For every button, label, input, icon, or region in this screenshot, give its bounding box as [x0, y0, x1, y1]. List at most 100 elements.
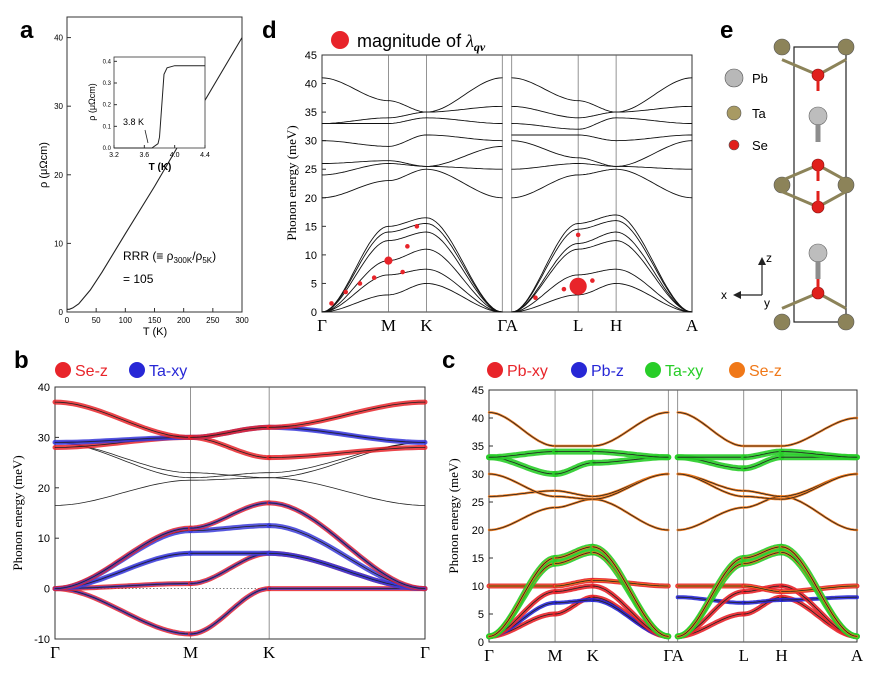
panel-e-z-arrowhead — [758, 257, 766, 265]
panel-d-lambda-marker — [384, 256, 393, 265]
panel-b-frame — [54, 386, 426, 640]
panel-d-band-2 — [511, 248, 579, 313]
panel-c-ytick-label: 20 — [472, 525, 484, 537]
panel-d-band-8 — [577, 157, 617, 167]
panel-d-band-1 — [615, 268, 693, 313]
panel-a-xtick-label: 100 — [119, 316, 133, 325]
panel-a-inset-ytick-label: 0.3 — [103, 81, 112, 87]
panel-d-lambda-marker — [533, 295, 538, 301]
panel-c-band-3 — [592, 580, 669, 587]
panel-d-band-8 — [425, 145, 503, 167]
panel-d-band-0 — [387, 282, 427, 296]
panel-d-band-9 — [321, 140, 389, 147]
panel-c-band-8 — [554, 496, 594, 500]
panel-a-inset-yticks: 0.0 0.1 0.2 0.3 0.4 — [103, 59, 117, 152]
panel-c-legend-label: Ta-xy — [665, 363, 703, 380]
panel-b-band-4 — [54, 527, 191, 589]
panel-d-band-4 — [321, 231, 389, 313]
panel-d-xticks: Γ M K ΓA L H A — [317, 316, 699, 335]
panel-c-band-6 — [488, 507, 556, 531]
panel-d-ytick-label: 5 — [311, 278, 317, 290]
panel-e-legend-se-atom — [728, 139, 740, 151]
panel-a-inset-xlabel: T (K) — [149, 162, 172, 173]
panel-d-band-7 — [577, 163, 617, 167]
panel-d-ytick-label: 35 — [305, 107, 317, 119]
panel-d-band-1 — [425, 268, 503, 313]
panel-c-legend-label: Pb-z — [591, 363, 624, 380]
panel-d-band-0 — [425, 282, 503, 313]
panel-d-band-6 — [425, 168, 503, 199]
panel-d-band-3 — [511, 243, 579, 313]
panel-d-band-0 — [577, 282, 617, 296]
panel-c-frame — [488, 389, 858, 643]
panel-a-inset-ytick-label: 0.1 — [103, 124, 112, 130]
panel-e-structure — [773, 38, 855, 331]
panel-b-band-5 — [190, 477, 270, 481]
panel-c: c Pb-xy Pb-z Ta-xy Se-z 051015202530354045 … — [442, 347, 864, 665]
panel-d-xtick-label: H — [610, 316, 622, 335]
panel-c-band-7 — [781, 473, 858, 497]
panel-a-letter: a — [20, 17, 34, 44]
panel-d-band-7 — [511, 163, 579, 170]
panel-d-lambda-marker — [575, 232, 581, 238]
panel-c-band-5 — [743, 546, 782, 559]
panel-d-xtick-label: L — [573, 316, 583, 335]
panel-b-xtick-label: Γ — [420, 643, 430, 662]
panel-c-band-9 — [743, 456, 782, 469]
panel-c-xticks: Γ M K ΓA L H A — [484, 646, 864, 665]
panel-b-band-0 — [54, 588, 191, 635]
panel-b-band-4 — [190, 502, 270, 529]
panel-a-rrr-annotation: RRR (≡ ρ300K/ρ5K) — [123, 249, 216, 265]
panel-e-legend-label: Pb — [752, 71, 768, 86]
panel-d-band-6 — [577, 168, 617, 176]
panel-c-ytick-label: 25 — [472, 497, 484, 509]
panel-e-x-arrowhead — [733, 291, 741, 299]
panel-c-yticks: 0 5 10 15 20 25 30 35 40 45 — [472, 385, 493, 649]
panel-c-band-7 — [554, 490, 594, 497]
panel-c-xtick-label: K — [587, 646, 600, 665]
bond — [781, 58, 819, 77]
panel-c-ytick-label: 10 — [472, 581, 484, 593]
panel-d-ytick-label: 20 — [305, 193, 317, 205]
panel-b-legend-marker — [55, 362, 71, 378]
panel-c-band-10 — [488, 451, 556, 458]
panel-e: e Pb Ta Se z x y — [720, 17, 855, 331]
panel-d-band-12 — [387, 100, 427, 113]
panel-d-band-6 — [321, 180, 389, 199]
bond — [781, 190, 819, 209]
panel-c-band-2 — [554, 585, 594, 592]
panel-c-band-1 — [743, 599, 782, 604]
panel-b-letter: b — [14, 347, 29, 374]
panel-d-band-0 — [511, 294, 579, 313]
panel-d-lambda-marker — [405, 244, 410, 249]
panel-c-xtick-label: A — [672, 646, 685, 665]
panel-b-band-8 — [268, 447, 426, 458]
panel-d-legend-label: magnitude of λqv — [357, 31, 486, 54]
panel-d-band-2 — [321, 260, 389, 313]
panel-b-ytick-label: 20 — [38, 483, 50, 495]
panel-d-band-4 — [387, 223, 427, 233]
panel-d-ytick-label: 40 — [305, 79, 317, 91]
panel-c-xtick-label: H — [775, 646, 787, 665]
panel-e-legend-label: Se — [752, 138, 768, 153]
panel-d-band-8 — [615, 140, 693, 167]
panel-c-xtick-label: A — [851, 646, 864, 665]
panel-b-bands — [52, 399, 428, 637]
panel-d-band-5 — [577, 214, 617, 224]
panel-d-ytick-label: 10 — [305, 250, 317, 262]
panel-b-xtick-label: K — [263, 643, 276, 662]
panel-c-legend-marker — [571, 362, 587, 378]
panel-d-yticks: 0 5 10 15 20 25 30 35 40 45 — [305, 50, 326, 319]
panel-d-letter: d — [262, 17, 277, 44]
panel-c-band-5 — [554, 546, 594, 559]
panel-b-legend-label: Ta-xy — [149, 363, 187, 380]
panel-b-band-7 — [268, 442, 426, 479]
panel-c-band-6 — [781, 496, 858, 531]
panel-c-band-8 — [488, 473, 556, 497]
panel-d: d magnitude of λqv 0 5 10 15 20 25 30 35 40 45 Γ M… — [262, 17, 699, 335]
panel-d-lambda-marker — [561, 286, 567, 292]
panel-b-ytick-label: 30 — [38, 432, 50, 444]
panel-b-band-5 — [54, 479, 191, 506]
panel-d-xtick-label: A — [506, 316, 519, 335]
